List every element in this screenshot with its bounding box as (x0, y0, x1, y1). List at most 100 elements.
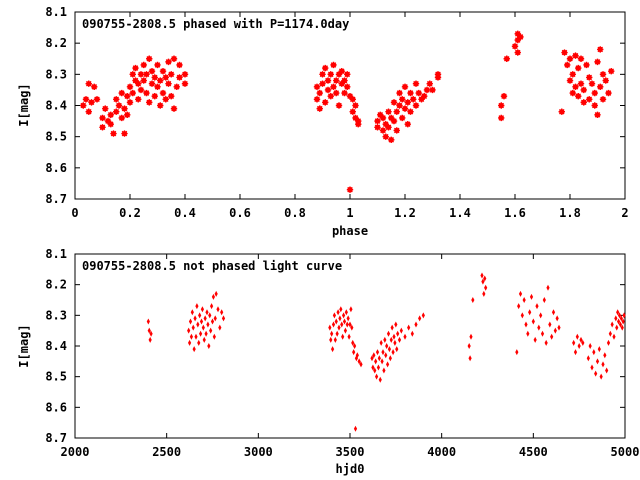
data-point (426, 80, 433, 87)
x-tick-label: 0.8 (284, 206, 306, 220)
data-point (602, 77, 609, 84)
data-point (586, 74, 593, 81)
data-point (212, 333, 216, 340)
data-point (213, 315, 217, 322)
data-point (401, 105, 409, 112)
data-point (137, 71, 145, 78)
data-point (198, 330, 203, 337)
data-point (135, 80, 142, 87)
data-point (605, 89, 612, 97)
data-point (99, 124, 106, 131)
x-tick-label: 3000 (244, 445, 273, 459)
data-point (514, 49, 521, 56)
data-point-star (324, 86, 332, 94)
data-point (330, 330, 334, 337)
data-point (168, 71, 175, 78)
data-point (539, 312, 543, 319)
data-point (566, 55, 574, 62)
data-point (614, 315, 618, 322)
data-point-star (124, 92, 131, 100)
data-point (208, 312, 212, 319)
data-point-star (503, 55, 510, 62)
data-point (319, 80, 326, 87)
y-axis-label: I[mag] (17, 83, 31, 126)
data-point (572, 83, 579, 90)
data-point-star (591, 89, 598, 97)
data-point-star (132, 77, 139, 84)
data-point-star (159, 89, 167, 97)
data-point (382, 133, 389, 140)
data-point (531, 318, 535, 325)
data-point (333, 336, 337, 343)
data-point-star (176, 74, 183, 81)
data-point (594, 111, 601, 119)
data-point-star (148, 80, 156, 87)
data-point (620, 324, 624, 331)
data-point (617, 312, 622, 319)
data-point (378, 376, 382, 383)
data-point-star (514, 36, 521, 44)
data-point-star (410, 96, 417, 103)
data-point (210, 318, 215, 325)
data-point (346, 186, 354, 193)
data-point (423, 86, 431, 94)
data-point (341, 312, 346, 319)
data-point (522, 297, 526, 303)
data-point-star (575, 92, 582, 100)
data-point-star (102, 105, 109, 112)
data-point (197, 339, 201, 346)
data-point (337, 324, 341, 331)
data-point (548, 321, 552, 328)
data-point (121, 105, 128, 112)
data-point (388, 136, 395, 143)
data-point (347, 333, 351, 340)
data-point (333, 89, 340, 97)
data-point (393, 108, 400, 115)
data-point (608, 68, 615, 75)
data-point-star (151, 92, 158, 100)
data-point (355, 352, 359, 359)
data-point (387, 346, 392, 353)
data-point-star (594, 111, 601, 119)
data-point (149, 330, 153, 337)
data-point (218, 324, 222, 331)
data-point (193, 315, 197, 322)
data-point (594, 58, 601, 66)
data-point (334, 318, 338, 325)
data-point (331, 321, 336, 328)
plot-title: 090755-2808.5 phased with P=1174.0day (82, 17, 349, 31)
data-point (330, 61, 337, 69)
y-tick-label: 8.1 (45, 247, 67, 261)
data-point (352, 343, 357, 349)
data-point (165, 80, 172, 87)
data-point (569, 71, 576, 78)
data-point (339, 306, 343, 313)
data-point-star (88, 99, 95, 106)
data-point-star (498, 102, 505, 109)
data-point (148, 80, 156, 87)
data-point (383, 336, 387, 343)
data-point-star (580, 99, 587, 106)
data-point-star (390, 99, 398, 106)
data-point-star (115, 102, 123, 109)
data-point (199, 318, 204, 325)
data-point (434, 74, 442, 81)
data-point (581, 339, 585, 346)
data-point (338, 315, 342, 322)
data-point (168, 92, 175, 100)
data-point-star (388, 136, 395, 143)
data-point-star (599, 71, 607, 78)
data-point (324, 77, 332, 84)
data-point-star (346, 92, 354, 100)
data-point (390, 99, 398, 106)
plot-title: 090755-2808.5 not phased light curve (82, 259, 342, 273)
data-point (597, 46, 604, 53)
data-point (88, 99, 95, 106)
data-point-star (137, 71, 145, 78)
data-point (390, 324, 394, 331)
data-point-star (349, 108, 356, 115)
data-point-star (572, 83, 579, 90)
data-point (572, 339, 576, 346)
data-point (371, 364, 375, 371)
data-point (110, 130, 117, 137)
